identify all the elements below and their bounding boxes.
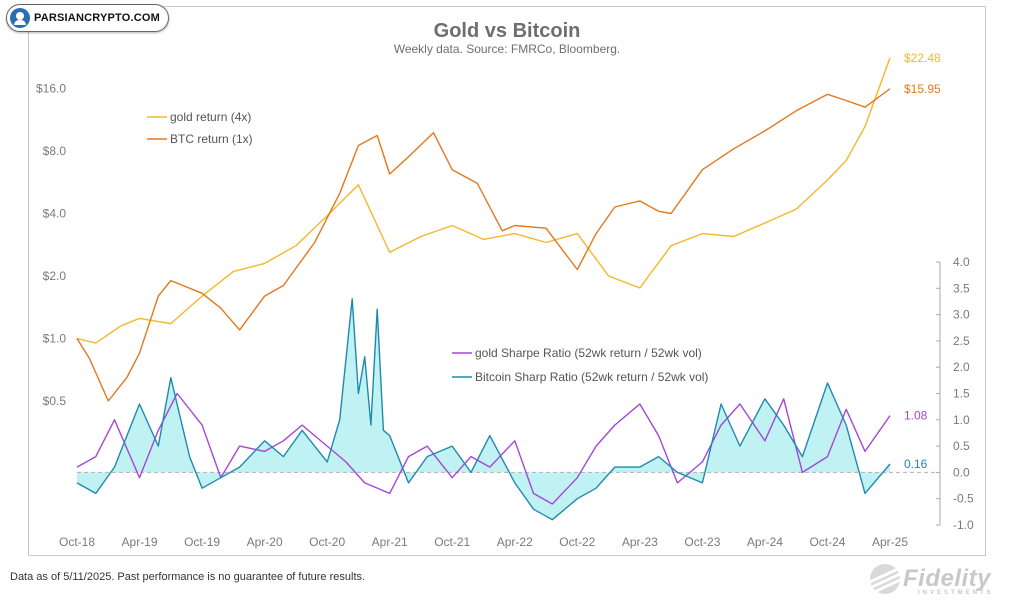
right-axis-tick-label: -1.0 [953,518,974,532]
x-axis-tick-label: Oct-20 [309,535,345,549]
x-axis-tick-label: Apr-23 [622,535,658,549]
legend-btc-sharpe-label: Bitcoin Sharp Ratio (52wk return / 52wk … [475,370,708,384]
x-axis-tick-label: Oct-24 [809,535,845,549]
x-axis-tick-label: Apr-20 [247,535,283,549]
right-axis-tick-label: 0.5 [953,439,970,453]
left-axis-tick-label: $1.0 [43,332,67,346]
fidelity-logo-icon [870,564,900,594]
legend-btc-return-label: BTC return (1x) [170,132,253,146]
right-axis-tick-label: 0.0 [953,465,970,479]
logo-subtext: INVESTMENTS [918,590,994,596]
right-axis-tick-label: 2.5 [953,334,970,348]
left-axis-tick-label: $0.5 [43,394,67,408]
x-axis-tick-label: Apr-19 [122,535,158,549]
watermark-icon [10,8,30,28]
x-axis-tick-label: Apr-24 [747,535,783,549]
fidelity-logo: Fidelity INVESTMENTS [870,562,1010,596]
right-axis-tick-label: 2.0 [953,360,970,374]
btc-sharpe-end-label: 0.16 [904,457,928,471]
legend-gold-return-label: gold return (4x) [170,110,251,124]
gold-sharpe-end-label: 1.08 [904,409,928,423]
gold-return-line [76,57,891,344]
left-axis-tick-label: $16.0 [36,82,66,96]
x-axis-tick-label: Oct-22 [559,535,595,549]
gold-end-label: $22.48 [904,51,941,65]
x-axis-tick-label: Oct-21 [434,535,470,549]
btc-end-label: $15.95 [904,82,941,96]
footer-note: Data as of 5/11/2025. Past performance i… [10,571,366,583]
right-axis-tick-label: 4.0 [953,255,970,269]
x-axis-tick-label: Apr-25 [872,535,908,549]
btc-sharpe-fill-area [77,298,890,520]
watermark-badge: PARSIANCRYPTO.COM [6,4,170,32]
left-axis-tick-label: $2.0 [43,269,67,283]
x-axis-tick-label: Apr-22 [497,535,533,549]
btc-sharpe-line [76,298,891,521]
chart-title: Gold vs Bitcoin [434,20,581,42]
x-axis-tick-label: Oct-19 [184,535,220,549]
right-axis-tick-label: 3.5 [953,281,970,295]
chart-subtitle: Weekly data. Source: FMRCo, Bloomberg. [394,42,621,56]
watermark-text: PARSIANCRYPTO.COM [34,12,161,24]
logo-text: Fidelity [903,565,992,592]
legend-gold-sharpe-label: gold Sharpe Ratio (52wk return / 52wk vo… [475,346,702,360]
right-axis-tick-label: 1.5 [953,387,970,401]
right-axis-tick-label: 1.0 [953,413,970,427]
btc-return-line [76,88,891,402]
x-axis-tick-label: Oct-23 [684,535,720,549]
left-axis-tick-label: $8.0 [43,144,67,158]
right-axis-tick-label: 3.0 [953,308,970,322]
x-axis-tick-label: Apr-21 [372,535,408,549]
x-axis-tick-label: Oct-18 [59,535,95,549]
left-axis-tick-label: $4.0 [43,207,67,221]
right-axis-tick-label: -0.5 [953,492,974,506]
